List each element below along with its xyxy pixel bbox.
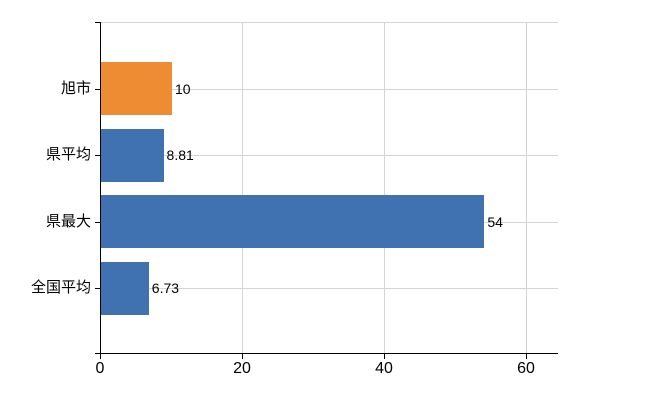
y-tick bbox=[95, 22, 100, 23]
v-gridline bbox=[526, 22, 527, 353]
bar-value-label: 10 bbox=[175, 80, 191, 97]
h-gridline bbox=[100, 288, 558, 289]
y-axis-line bbox=[100, 22, 101, 354]
x-tick-label: 60 bbox=[517, 360, 535, 377]
y-tick bbox=[95, 221, 100, 223]
y-tick bbox=[95, 155, 100, 156]
h-gridline bbox=[100, 22, 558, 23]
bar bbox=[101, 195, 485, 248]
y-tick bbox=[95, 288, 100, 289]
bar bbox=[101, 62, 172, 115]
bar-value-label: 54 bbox=[487, 213, 503, 230]
v-gridline bbox=[242, 22, 243, 353]
x-tick-label: 40 bbox=[375, 360, 393, 377]
bar bbox=[101, 128, 164, 182]
category-label: 県最大 bbox=[45, 212, 91, 230]
y-tick bbox=[95, 88, 100, 90]
x-tick bbox=[526, 354, 527, 359]
category-label: 全国平均 bbox=[30, 279, 91, 296]
x-tick bbox=[100, 354, 101, 359]
v-gridline bbox=[384, 22, 385, 353]
x-tick-label: 20 bbox=[233, 360, 251, 377]
bar-value-label: 6.73 bbox=[151, 280, 180, 296]
category-label: 県平均 bbox=[45, 146, 91, 163]
x-tick bbox=[242, 354, 243, 359]
category-label: 旭市 bbox=[60, 79, 91, 97]
bar-value-label: 8.81 bbox=[166, 147, 194, 163]
bar bbox=[101, 261, 149, 315]
x-tick-label: 0 bbox=[95, 360, 105, 377]
x-tick bbox=[384, 354, 385, 359]
h-gridline bbox=[100, 88, 558, 90]
h-gridline bbox=[100, 155, 558, 156]
x-axis-line bbox=[95, 353, 558, 354]
